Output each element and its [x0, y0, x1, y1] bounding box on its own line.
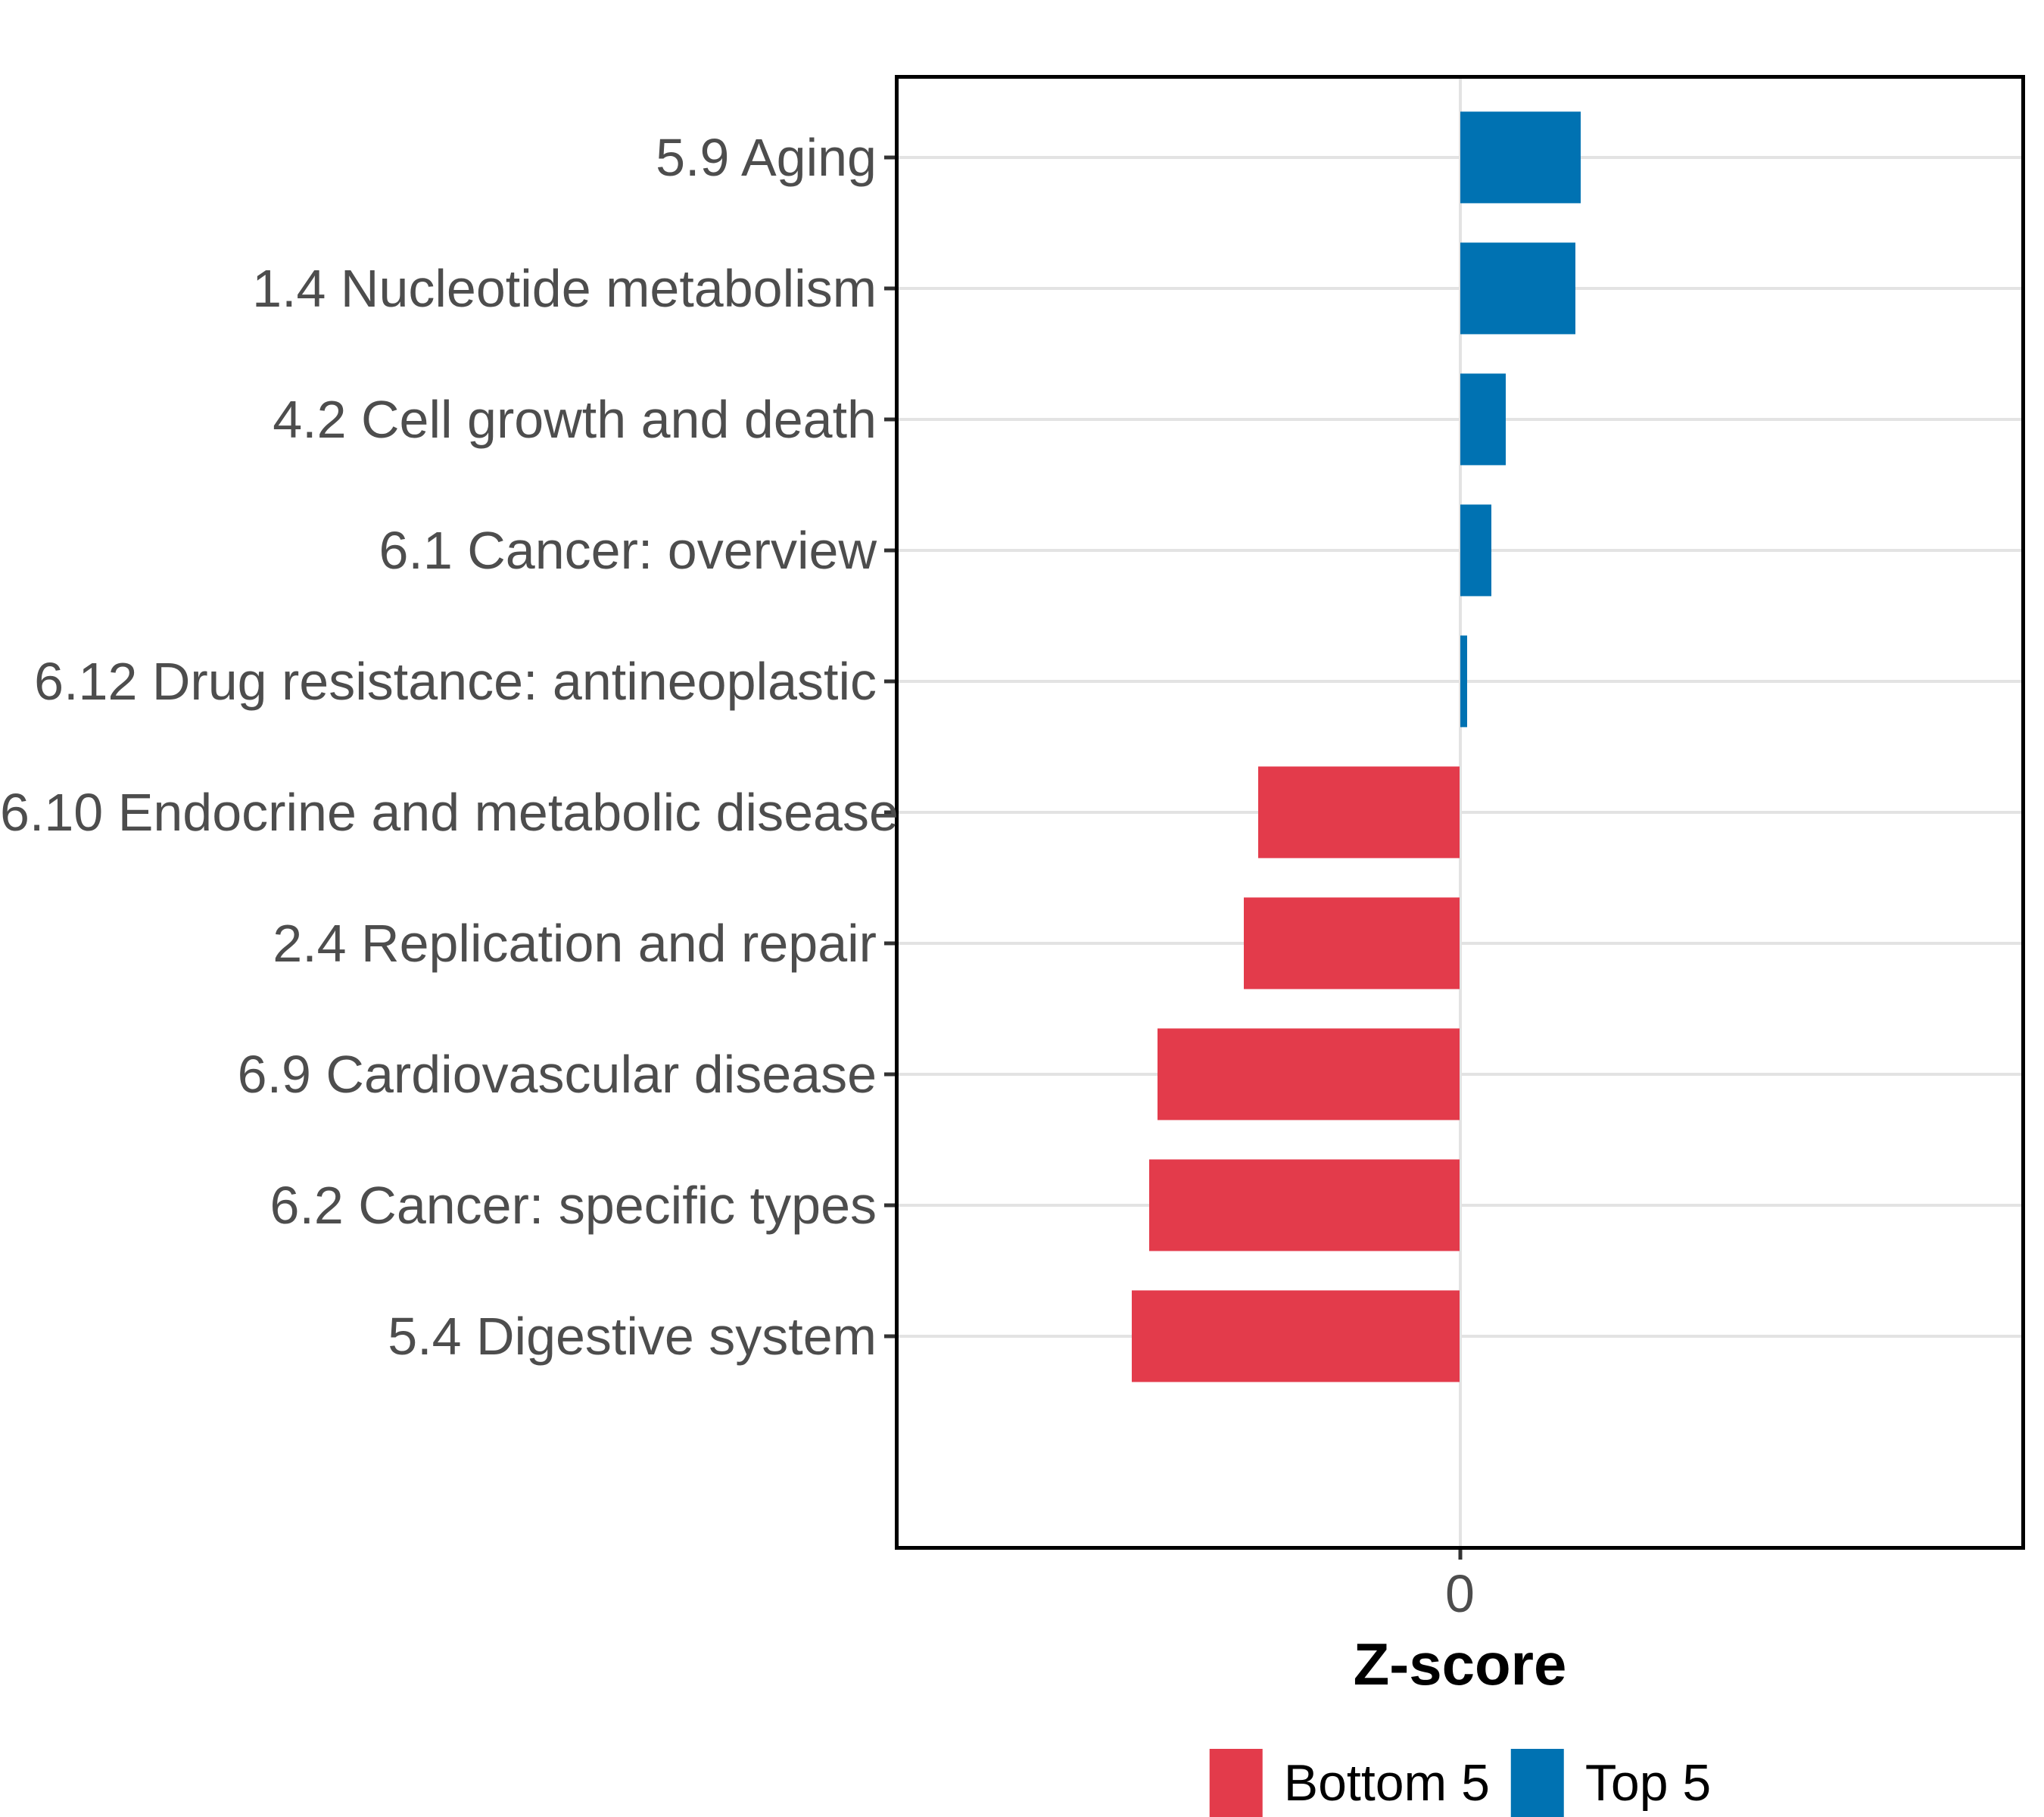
legend-item-bottom5: Bottom 5 — [1209, 1749, 1490, 1817]
gridline-6-2-cancer-specific-types — [899, 1204, 2021, 1208]
y-axis-label-1-4-nucleotide-metabolism: 1.4 Nucleotide metabolism — [252, 258, 877, 318]
y-axis-label-6-2-cancer-specific-types: 6.2 Cancer: specific types — [270, 1176, 877, 1236]
legend-key-top5-swatch — [1510, 1749, 1564, 1817]
bar-6-1-cancer-overview — [1460, 504, 1492, 597]
y-tick-6-12-drug-resistance-antineoplastic — [884, 679, 895, 684]
y-axis-label-6-9-cardiovascular-disease: 6.9 Cardiovascular disease — [237, 1045, 877, 1105]
legend-label-top5: Top 5 — [1584, 1754, 1712, 1812]
legend-key-bottom5-swatch — [1209, 1749, 1263, 1817]
y-tick-6-9-cardiovascular-disease — [884, 1072, 895, 1077]
plot-panel — [895, 75, 2025, 1550]
gridline-2-4-replication-and-repair — [899, 942, 2021, 946]
legend: Bottom 5 Top 5 — [1209, 1745, 1712, 1817]
legend-label-bottom5: Bottom 5 — [1283, 1754, 1490, 1812]
bar-5-9-aging — [1460, 111, 1581, 204]
x-axis-title: Z-score — [1353, 1631, 1567, 1697]
y-tick-2-4-replication-and-repair — [884, 941, 895, 946]
y-axis-label-6-10-endocrine-and-metabolic-disease: 6.10 Endocrine and metabolic disease — [0, 783, 899, 842]
bar-6-10-endocrine-and-metabolic-disease — [1258, 766, 1460, 859]
y-tick-5-4-digestive-system — [884, 1334, 895, 1339]
y-tick-6-1-cancer-overview — [884, 548, 895, 553]
x-tick-label-zero: 0 — [1445, 1564, 1475, 1623]
y-tick-4-2-cell-growth-and-death — [884, 417, 895, 422]
bar-5-4-digestive-system — [1132, 1290, 1460, 1382]
bar-6-9-cardiovascular-disease — [1158, 1028, 1460, 1120]
y-tick-1-4-nucleotide-metabolism — [884, 286, 895, 291]
gridline-6-9-cardiovascular-disease — [899, 1073, 2021, 1077]
bar-4-2-cell-growth-and-death — [1460, 373, 1507, 466]
bar-6-2-cancer-specific-types — [1148, 1159, 1460, 1251]
y-tick-6-10-endocrine-and-metabolic-disease — [884, 810, 895, 815]
y-axis-label-5-9-aging: 5.9 Aging — [656, 127, 877, 187]
gridline-5-4-digestive-system — [899, 1335, 2021, 1339]
y-axis-label-6-12-drug-resistance-antineoplastic: 6.12 Drug resistance: antineoplastic — [34, 651, 877, 711]
y-tick-5-9-aging — [884, 155, 895, 160]
y-axis-label-4-2-cell-growth-and-death: 4.2 Cell growth and death — [273, 389, 877, 449]
y-axis-label-2-4-replication-and-repair: 2.4 Replication and repair — [273, 914, 877, 974]
bar-1-4-nucleotide-metabolism — [1460, 242, 1575, 335]
y-axis-label-5-4-digestive-system: 5.4 Digestive system — [388, 1307, 877, 1367]
legend-item-top5: Top 5 — [1510, 1749, 1712, 1817]
y-tick-6-2-cancer-specific-types — [884, 1203, 895, 1208]
bar-6-12-drug-resistance-antineoplastic — [1460, 635, 1467, 728]
bar-2-4-replication-and-repair — [1244, 897, 1460, 990]
x-tick-zero — [1458, 1550, 1462, 1560]
y-axis-label-6-1-cancer-overview: 6.1 Cancer: overview — [379, 520, 877, 580]
gridline-6-10-endocrine-and-metabolic-disease — [899, 811, 2021, 814]
